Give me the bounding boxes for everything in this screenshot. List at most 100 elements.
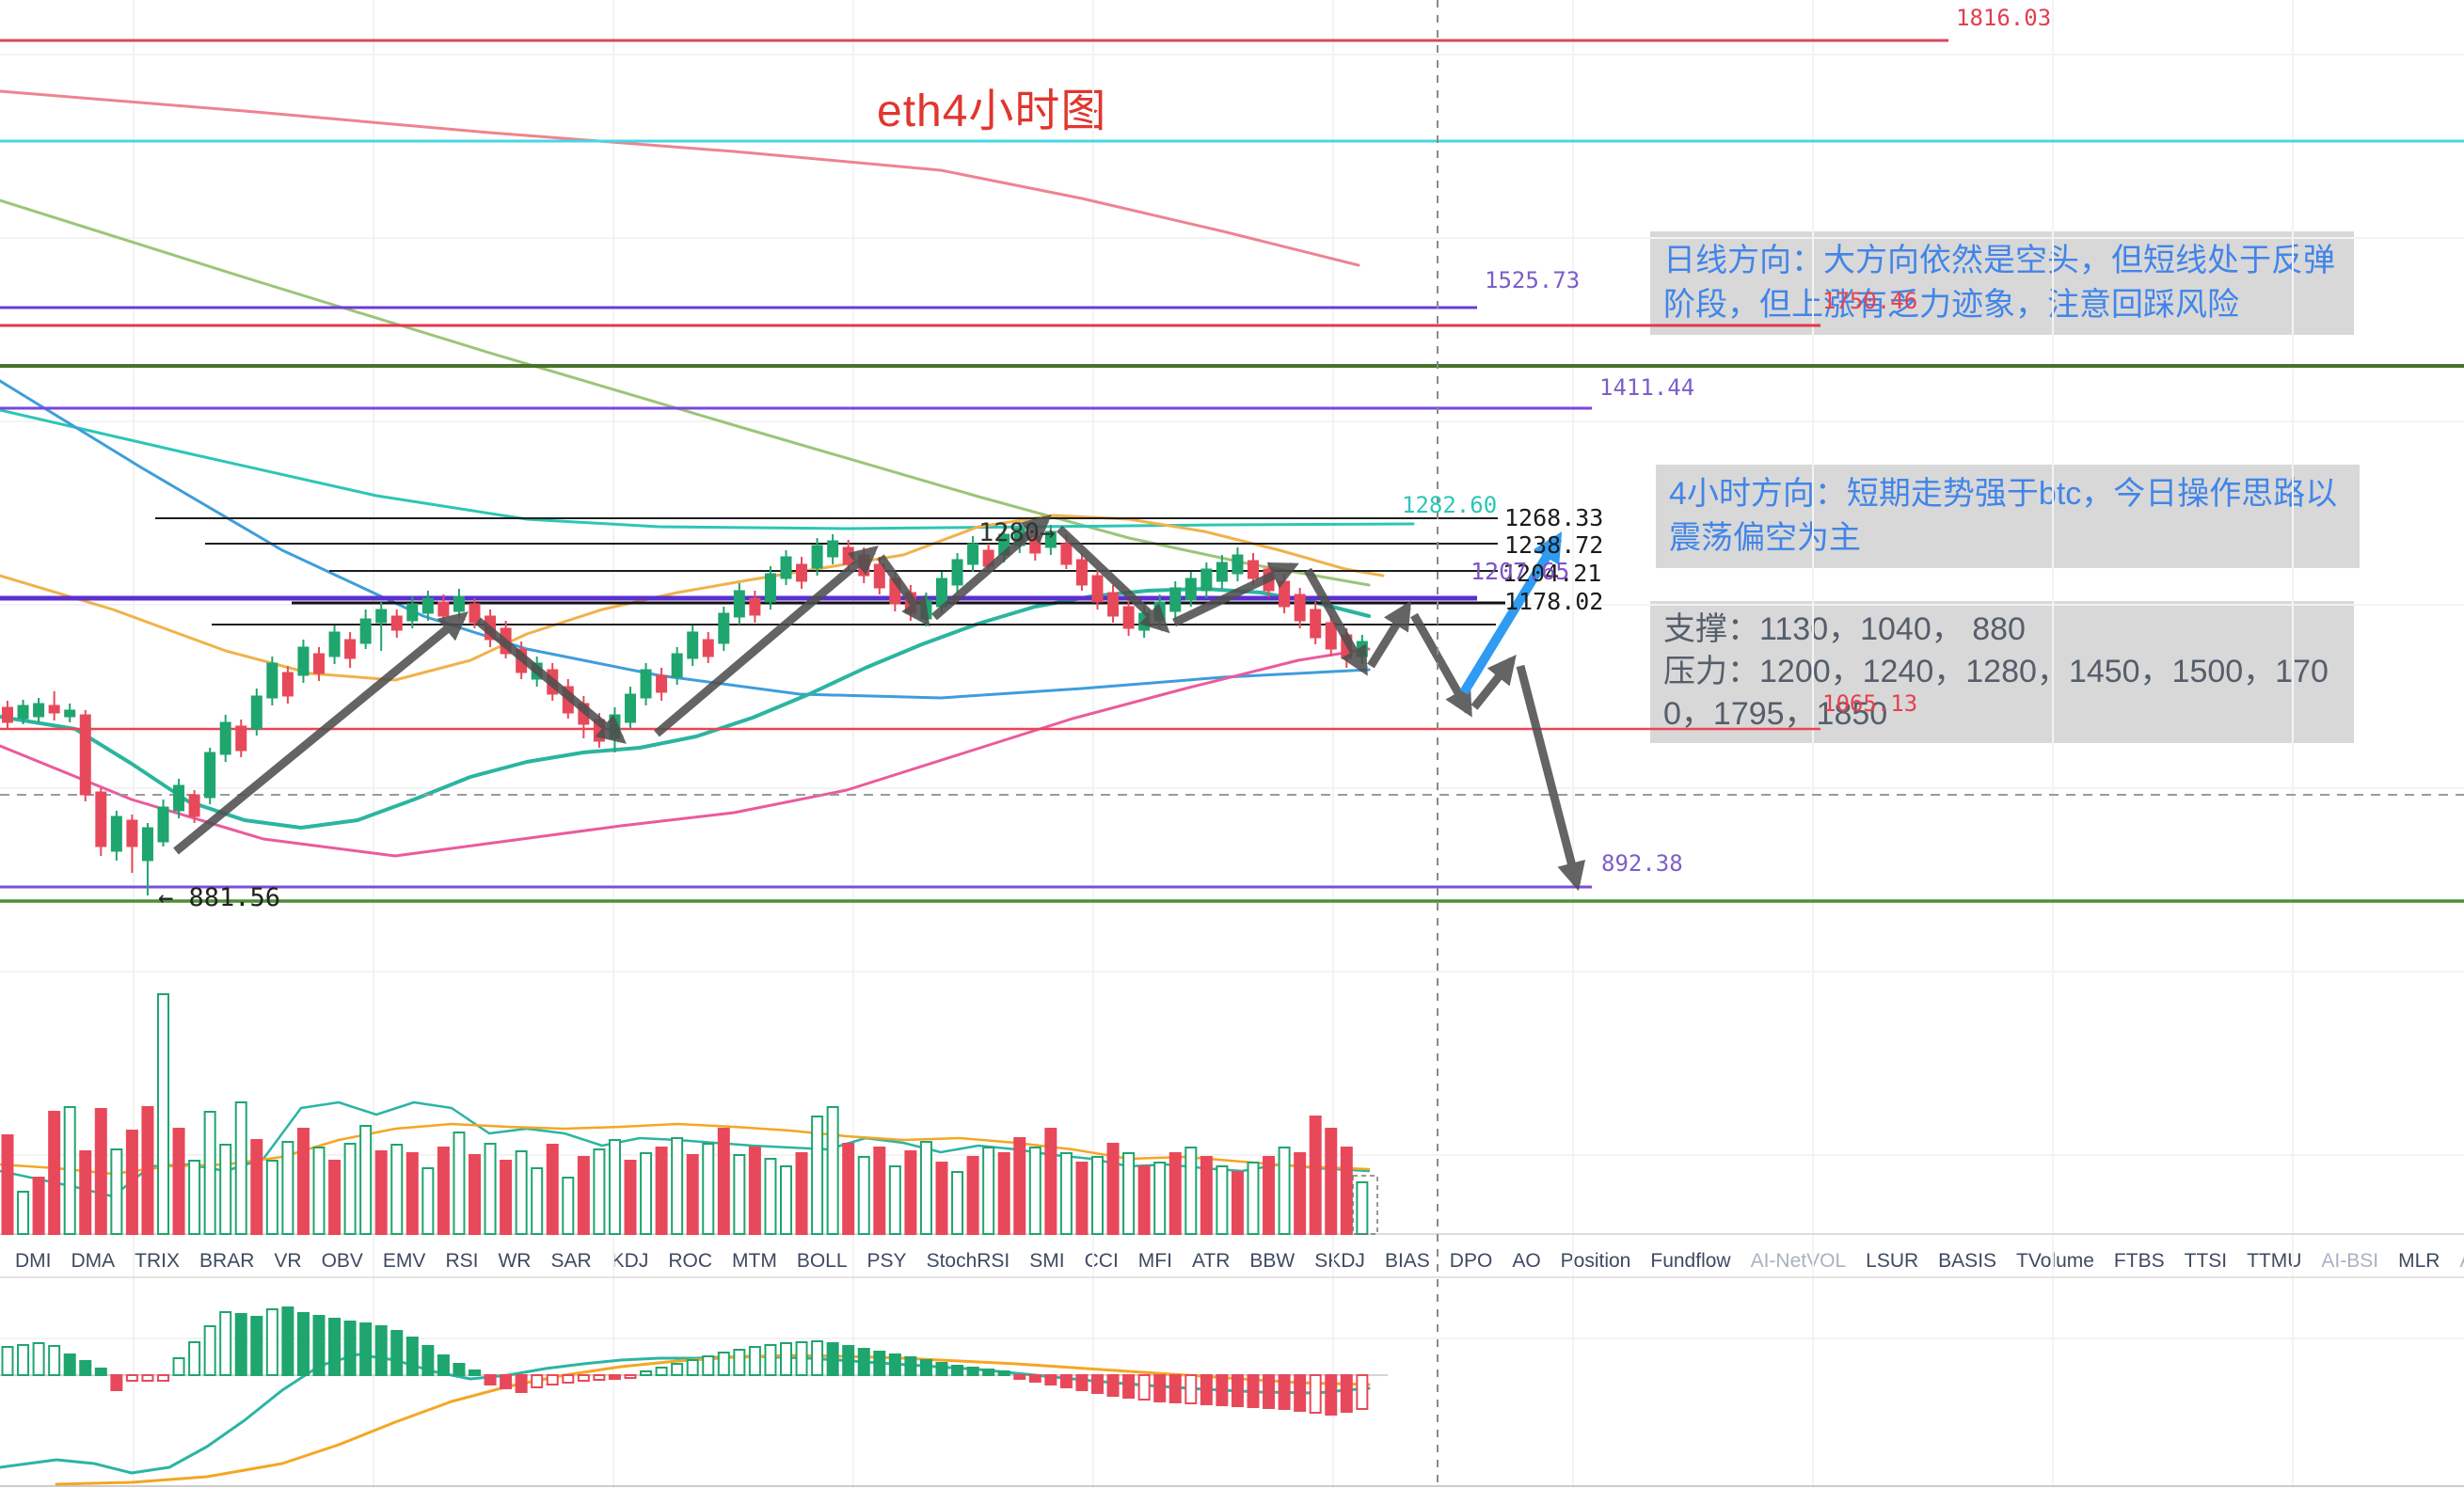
candle	[297, 646, 310, 676]
volume-bar	[328, 1160, 342, 1235]
tab-boll[interactable]: BOLL	[796, 1250, 848, 1272]
tab-smi[interactable]: SMI	[1029, 1250, 1065, 1272]
tab-cci[interactable]: CCI	[1084, 1250, 1119, 1272]
tab-tvolume[interactable]: TVolume	[2016, 1250, 2094, 1272]
tab-trix[interactable]: TRIX	[135, 1250, 181, 1272]
volume-bar	[671, 1137, 684, 1235]
volume-bar	[1106, 1143, 1120, 1235]
tab-dma[interactable]: DMA	[71, 1250, 116, 1272]
macd-bar	[1216, 1374, 1229, 1406]
tab-rsi[interactable]: RSI	[445, 1250, 479, 1272]
candle	[235, 725, 247, 752]
volume-bar	[405, 1152, 419, 1235]
candle	[1122, 606, 1135, 629]
tab-stochrsi[interactable]: StochRSI	[926, 1250, 1010, 1272]
tab-ttsi[interactable]: TTSI	[2184, 1250, 2228, 1272]
macd-bar	[780, 1342, 792, 1376]
tab-mtm[interactable]: MTM	[732, 1250, 777, 1272]
macd-bar	[1231, 1374, 1244, 1407]
volume-bar	[265, 1160, 278, 1235]
tab-fundflow[interactable]: Fundflow	[1650, 1250, 1731, 1272]
tab-skdj[interactable]: SKDJ	[1314, 1250, 1365, 1272]
macd-bar	[1044, 1374, 1057, 1385]
price-label-1268.33: 1268.33	[1504, 504, 1603, 531]
tab-sar[interactable]: SAR	[550, 1250, 592, 1272]
tab-basis[interactable]: BASIS	[1938, 1250, 1997, 1272]
vol-ma-teal	[0, 1100, 1371, 1198]
price-label-1282.60: 1282.60	[1402, 492, 1497, 518]
volume-bar	[640, 1152, 653, 1235]
tab-roc[interactable]: ROC	[668, 1250, 712, 1272]
macd-bar	[265, 1308, 278, 1376]
candle	[421, 597, 434, 614]
macd-bar	[281, 1306, 294, 1376]
candle	[547, 669, 559, 695]
macd-bar	[593, 1374, 606, 1381]
tab-ao[interactable]: AO	[1512, 1250, 1541, 1272]
macd-bar	[888, 1353, 901, 1376]
candle	[656, 674, 668, 693]
candle	[141, 827, 153, 862]
candle	[1060, 543, 1073, 565]
swing-arrow	[1410, 612, 1472, 718]
tab-emv[interactable]: EMV	[382, 1250, 426, 1272]
tab-dmi[interactable]: DMI	[15, 1250, 52, 1272]
macd-bar	[32, 1342, 45, 1376]
macd-bar	[1122, 1374, 1136, 1399]
macd-bar	[904, 1356, 917, 1376]
volume-bar	[48, 1111, 61, 1235]
volume-bar	[857, 1156, 870, 1235]
candle	[1169, 587, 1182, 612]
volume-bar	[453, 1132, 466, 1235]
tab-ttmu[interactable]: TTMU	[2247, 1250, 2302, 1272]
tab-ai-pd[interactable]: AI-PD	[2459, 1250, 2464, 1273]
volume-bar	[32, 1177, 45, 1235]
volume-bar	[1184, 1147, 1198, 1235]
volume-bar	[359, 1125, 373, 1235]
macd-bar	[826, 1342, 839, 1376]
tab-position[interactable]: Position	[1560, 1250, 1631, 1272]
tab-bias[interactable]: BIAS	[1384, 1250, 1430, 1272]
tab-psy[interactable]: PSY	[866, 1250, 907, 1272]
macd-bar	[1340, 1374, 1353, 1413]
macd-bar	[453, 1363, 466, 1376]
macd-bar	[577, 1374, 590, 1382]
macd-bar	[640, 1370, 653, 1376]
tab-dpo[interactable]: DPO	[1449, 1250, 1493, 1272]
tab-atr[interactable]: ATR	[1191, 1250, 1231, 1272]
candle	[157, 806, 169, 843]
macd-bar	[359, 1322, 373, 1376]
tab-wr[interactable]: WR	[498, 1250, 532, 1272]
tab-ai-netvol[interactable]: AI-NetVOL	[1750, 1250, 1847, 1272]
candle	[375, 609, 388, 624]
candle	[48, 704, 60, 714]
volume-bar	[343, 1143, 357, 1235]
candle	[702, 639, 714, 657]
candle	[469, 603, 481, 624]
tab-vr[interactable]: VR	[274, 1250, 302, 1272]
candle	[485, 615, 497, 641]
macd-bar	[515, 1374, 528, 1393]
tab-bbw[interactable]: BBW	[1249, 1250, 1296, 1272]
volume-bar	[951, 1171, 964, 1235]
swing-arrow	[173, 611, 469, 855]
price-label-1525.73: 1525.73	[1485, 267, 1580, 293]
macd-bar	[608, 1374, 621, 1380]
tab-obv[interactable]: OBV	[321, 1250, 363, 1272]
macd-bar	[748, 1346, 761, 1376]
macd-bar	[203, 1325, 216, 1376]
tab-mfi[interactable]: MFI	[1137, 1250, 1172, 1272]
tab-kdj[interactable]: KDJ	[611, 1250, 649, 1272]
macd-bar	[1247, 1374, 1260, 1408]
price-label-1207.65: 1207.65	[1470, 558, 1569, 585]
macd-bar	[172, 1357, 185, 1376]
tab-lsur[interactable]: LSUR	[1866, 1250, 1919, 1272]
tab-brar[interactable]: BRAR	[199, 1250, 255, 1272]
tab-ai-bsi[interactable]: AI-BSI	[2321, 1250, 2379, 1272]
tab-ftbs[interactable]: FTBS	[2113, 1250, 2165, 1272]
candle	[453, 595, 465, 612]
candle	[718, 612, 730, 644]
volume-bar	[500, 1160, 513, 1235]
tab-mlr[interactable]: MLR	[2398, 1250, 2440, 1272]
candle	[873, 563, 885, 589]
